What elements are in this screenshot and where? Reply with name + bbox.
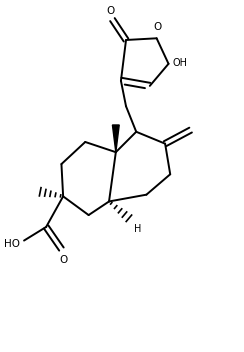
Text: O: O <box>60 255 68 265</box>
Text: O: O <box>107 6 115 15</box>
Text: OH: OH <box>173 58 188 68</box>
Text: HO: HO <box>4 239 20 249</box>
Text: H: H <box>134 224 141 234</box>
Polygon shape <box>112 125 119 152</box>
Text: O: O <box>153 22 162 32</box>
